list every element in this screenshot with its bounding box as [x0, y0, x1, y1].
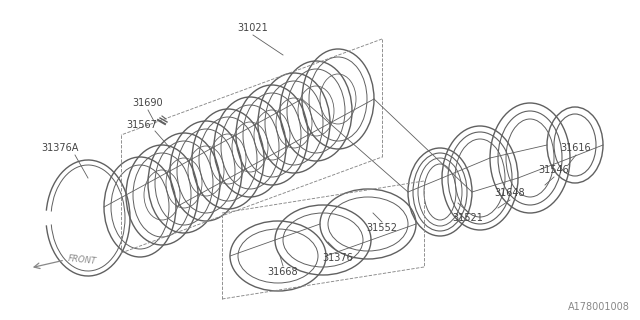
Text: 31376: 31376: [323, 253, 353, 263]
Text: 31648: 31648: [495, 188, 525, 198]
Text: 31567: 31567: [127, 120, 157, 130]
Text: 31546: 31546: [539, 165, 570, 175]
Text: 31690: 31690: [132, 98, 163, 108]
Text: 31021: 31021: [237, 23, 268, 33]
Text: 31668: 31668: [268, 267, 298, 277]
Text: 31376A: 31376A: [42, 143, 79, 153]
Text: A178001008: A178001008: [568, 302, 630, 312]
Text: 31552: 31552: [367, 223, 397, 233]
Text: 31616: 31616: [561, 143, 591, 153]
Text: FRONT: FRONT: [68, 254, 97, 266]
Text: 31521: 31521: [452, 213, 483, 223]
